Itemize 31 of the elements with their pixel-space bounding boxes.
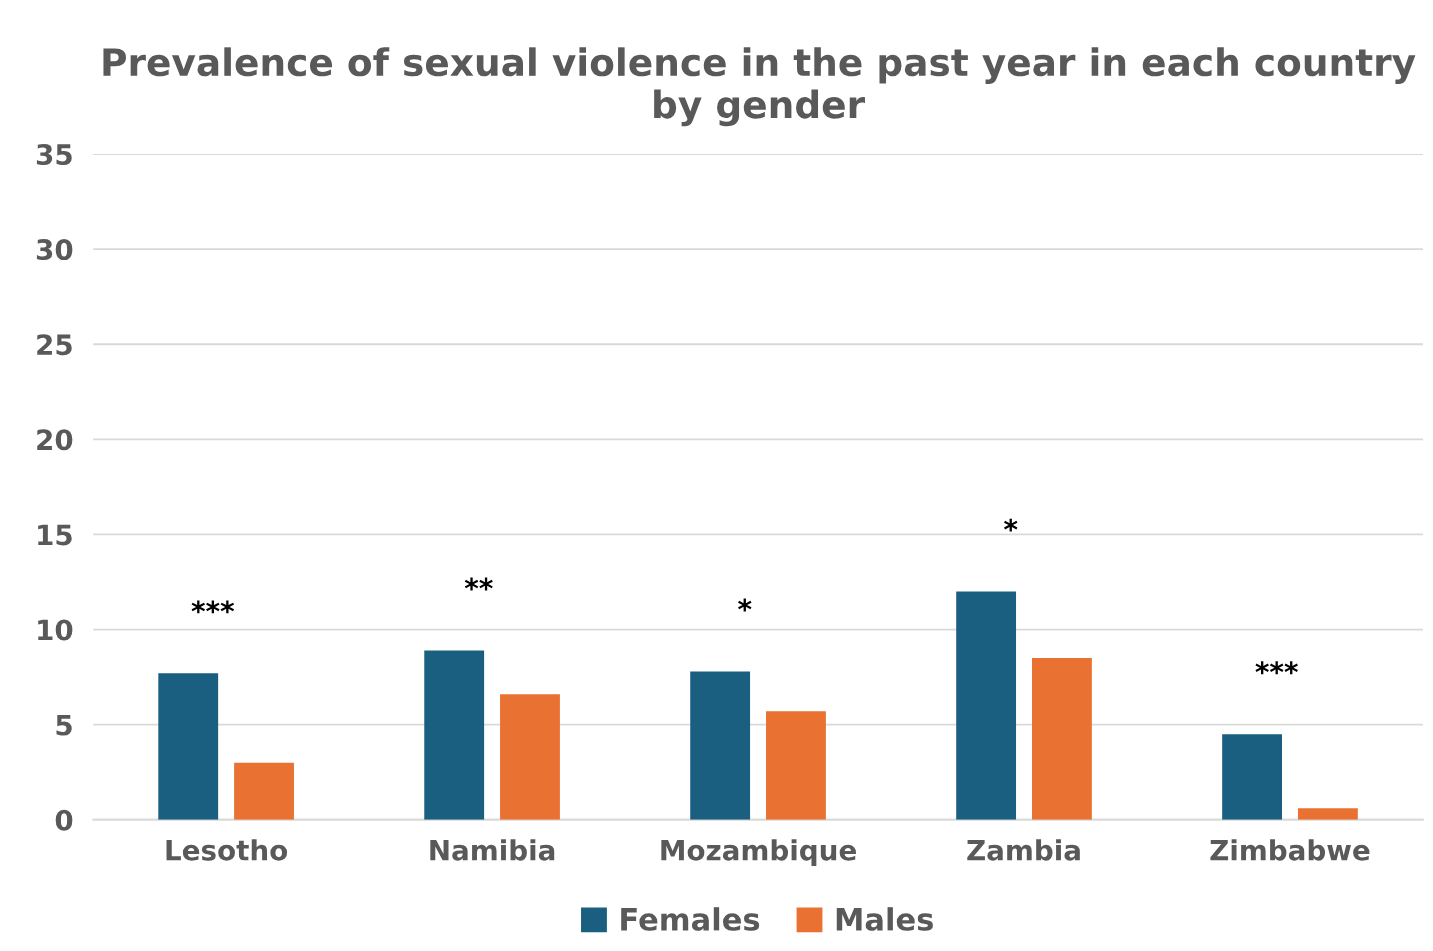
x-tick-label: Lesotho <box>166 839 288 861</box>
bar <box>1297 808 1358 820</box>
chart-title: Prevalence of sexual violence in the past year in each country by gender <box>103 47 1416 127</box>
bar <box>766 711 826 820</box>
y-tick-label: 20 <box>37 429 73 451</box>
x-tick-label: Zambia <box>967 839 1080 861</box>
legend-label: Males <box>836 907 933 931</box>
y-tick-label: 30 <box>36 239 73 261</box>
y-tick-label: 10 <box>38 619 73 641</box>
x-tick-label: Mozambique <box>661 839 856 867</box>
annotation: ** <box>464 577 493 591</box>
legend-label: Females <box>621 907 760 931</box>
bar <box>690 671 751 820</box>
y-tick-label: 0 <box>55 809 73 831</box>
bar <box>158 673 219 820</box>
y-tick-label: 15 <box>38 524 72 546</box>
bar <box>500 694 560 820</box>
y-tick-label: 5 <box>56 714 72 736</box>
annotation: *** <box>191 600 235 614</box>
annotation: * <box>738 598 752 612</box>
y-tick-label: 25 <box>37 334 72 356</box>
bar <box>1222 734 1283 820</box>
annotation: *** <box>1255 661 1298 675</box>
x-tick-label: Namibia <box>430 839 555 861</box>
bar <box>956 591 1017 820</box>
bar <box>424 650 485 820</box>
bar <box>1032 658 1092 820</box>
annotation: * <box>1004 518 1018 532</box>
bar <box>234 762 294 820</box>
y-tick-label: 35 <box>36 144 72 166</box>
x-tick-label: Zimbabwe <box>1210 839 1370 861</box>
